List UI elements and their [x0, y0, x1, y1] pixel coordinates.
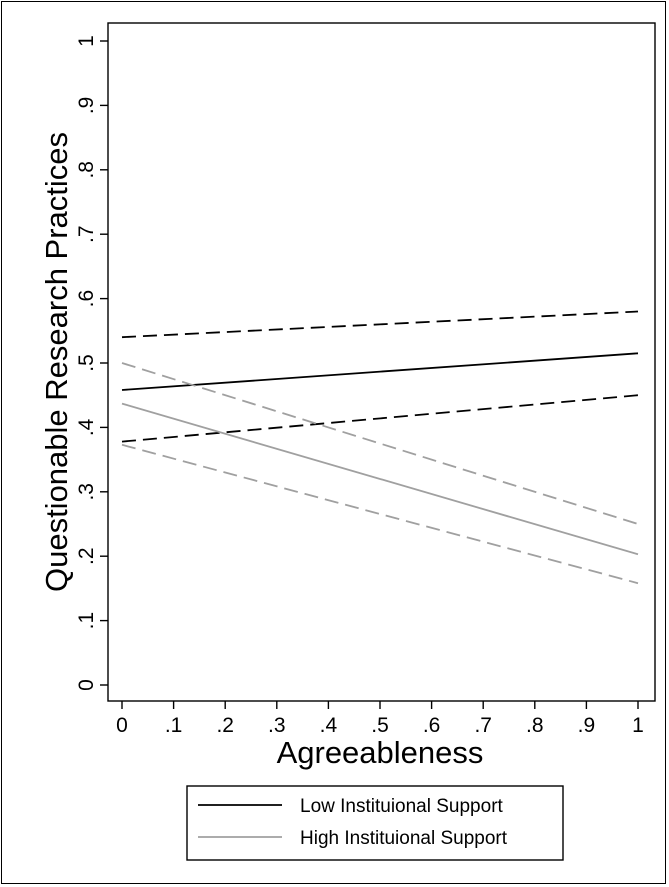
x-tick-label: .7 [474, 714, 492, 737]
x-axis-title: Agreeableness [277, 735, 484, 770]
series-line-5 [121, 443, 639, 585]
y-axis-title: Questionable Research Practices [39, 132, 74, 592]
y-tick-label: .2 [75, 547, 98, 565]
x-tick-label: 1 [632, 714, 644, 737]
y-tick-label: .6 [75, 290, 98, 308]
x-tick-label: .8 [526, 714, 544, 737]
series-line-0 [121, 352, 639, 391]
legend: Low Instituional Support High Instituiona… [186, 785, 564, 861]
series-line-3 [121, 402, 639, 556]
series-layer [121, 310, 639, 585]
legend-label: High Instituional Support [300, 828, 508, 849]
plot-box [107, 22, 656, 702]
x-tick-label: .4 [320, 714, 338, 737]
legend-box [186, 785, 564, 861]
x-tick-label: .5 [371, 714, 389, 737]
series-line-1 [121, 310, 639, 339]
legend-label: Low Instituional Support [300, 796, 504, 817]
x-tick-label: .3 [268, 714, 286, 737]
y-tick-label: .4 [75, 418, 98, 436]
series-line-2 [121, 394, 639, 443]
y-tick-label: .8 [75, 161, 98, 179]
y-tick-label: 0 [75, 679, 98, 691]
y-tick-label: .9 [75, 97, 98, 115]
x-tick-label: 0 [116, 714, 128, 737]
y-tick-label: .5 [75, 354, 98, 372]
x-tick-label: .6 [423, 714, 441, 737]
y-tick-label: .7 [75, 225, 98, 243]
x-tick-label: .2 [216, 714, 234, 737]
plot-area [107, 22, 656, 702]
y-tick-label: 1 [75, 35, 98, 47]
axes-layer: 0 .1 .2 .3 .4 .5 .6 .7 .8 .9 1 0 .1 .2 .3 .4 .5 .6 .7 .8 .9 1 [75, 35, 644, 737]
series-line-4 [121, 362, 639, 525]
x-tick-label: .9 [578, 714, 596, 737]
x-tick-label: .1 [165, 714, 183, 737]
y-tick-label: .3 [75, 483, 98, 501]
y-tick-label: .1 [75, 612, 98, 630]
